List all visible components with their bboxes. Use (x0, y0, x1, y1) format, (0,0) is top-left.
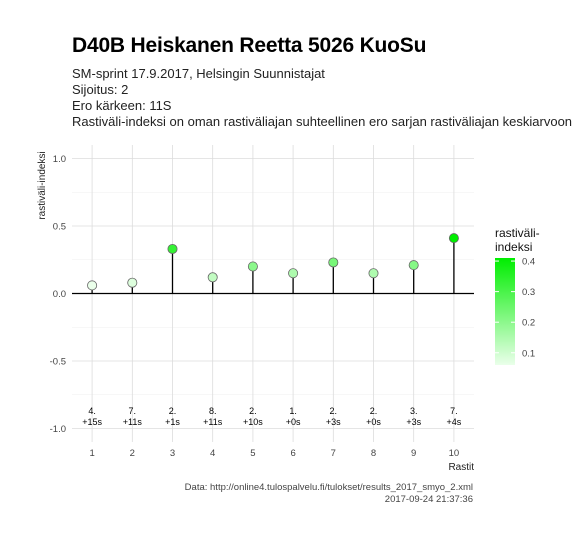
timestamp-caption: 2017-09-24 21:37:36 (384, 494, 473, 505)
subtitle-line-1: SM-sprint 17.9.2017, Helsingin Suunnista… (72, 66, 325, 81)
legend-tick-label: 0.4 (522, 257, 535, 268)
subtitle-line-3: Ero kärkeen: 11S (72, 98, 172, 113)
point-label-diff: +10s (243, 417, 263, 427)
point-label-diff: +1s (165, 417, 180, 427)
point-label-rank: 2. (330, 406, 338, 416)
lollipop-point (288, 268, 299, 279)
lollipop-point (87, 280, 98, 291)
x-tick-label: 4 (210, 448, 215, 459)
x-axis-label: Rastit (448, 462, 474, 473)
point-label-rank: 2. (169, 406, 177, 416)
point-label-rank: 3. (410, 406, 418, 416)
y-axis-label: rastiväli-indeksi (37, 151, 48, 219)
legend-title-line-1: rastiväli- (495, 226, 540, 240)
legend-tick-label: 0.1 (522, 348, 535, 359)
lollipop-point (328, 257, 339, 268)
x-tick-label: 5 (250, 448, 255, 459)
x-tick-label: 1 (89, 448, 94, 459)
point-label-diff: +11s (123, 417, 143, 427)
point-label-diff: +15s (82, 417, 102, 427)
lollipop-point (207, 272, 218, 283)
lollipop-point (247, 261, 258, 272)
y-tick-label: -0.5 (50, 357, 66, 368)
point-label-diff: +3s (326, 417, 341, 427)
lollipop-point (448, 233, 459, 244)
lollipop-point (167, 243, 178, 254)
y-tick-label: 1.0 (53, 154, 66, 165)
subtitle-line-4: Rastiväli-indeksi on oman rastiväliajan … (72, 114, 573, 129)
lollipop-point (368, 268, 379, 279)
point-label-diff: +3s (406, 417, 421, 427)
y-tick-label: 0.5 (53, 222, 66, 233)
y-tick-label: 0.0 (53, 289, 66, 300)
legend-tick-label: 0.2 (522, 318, 535, 329)
x-tick-label: 9 (411, 448, 416, 459)
point-label-diff: +4s (447, 417, 462, 427)
legend-title-line-2: indeksi (495, 240, 532, 254)
y-tick-label: -1.0 (50, 424, 66, 435)
x-tick-label: 7 (331, 448, 336, 459)
point-label-rank: 7. (129, 406, 137, 416)
lollipop-point (408, 260, 419, 271)
point-label-rank: 7. (450, 406, 458, 416)
x-tick-label: 6 (290, 448, 295, 459)
point-label-diff: +0s (286, 417, 301, 427)
lollipop-point (127, 277, 138, 288)
legend-color-bar (495, 258, 515, 365)
data-source-caption: Data: http://online4.tulospalvelu.fi/tul… (184, 482, 473, 493)
point-label-rank: 2. (370, 406, 378, 416)
chart-title: D40B Heiskanen Reetta 5026 KuoSu (72, 34, 427, 57)
point-label-diff: +0s (366, 417, 381, 427)
x-tick-label: 2 (130, 448, 135, 459)
x-tick-label: 10 (449, 448, 460, 459)
point-label-rank: 1. (289, 406, 297, 416)
legend-tick-label: 0.3 (522, 287, 535, 298)
point-label-rank: 8. (209, 406, 217, 416)
x-tick-label: 8 (371, 448, 376, 459)
x-tick-label: 3 (170, 448, 175, 459)
subtitle-line-2: Sijoitus: 2 (72, 82, 129, 97)
point-label-rank: 2. (249, 406, 257, 416)
point-label-diff: +11s (203, 417, 223, 427)
point-label-rank: 4. (88, 406, 96, 416)
